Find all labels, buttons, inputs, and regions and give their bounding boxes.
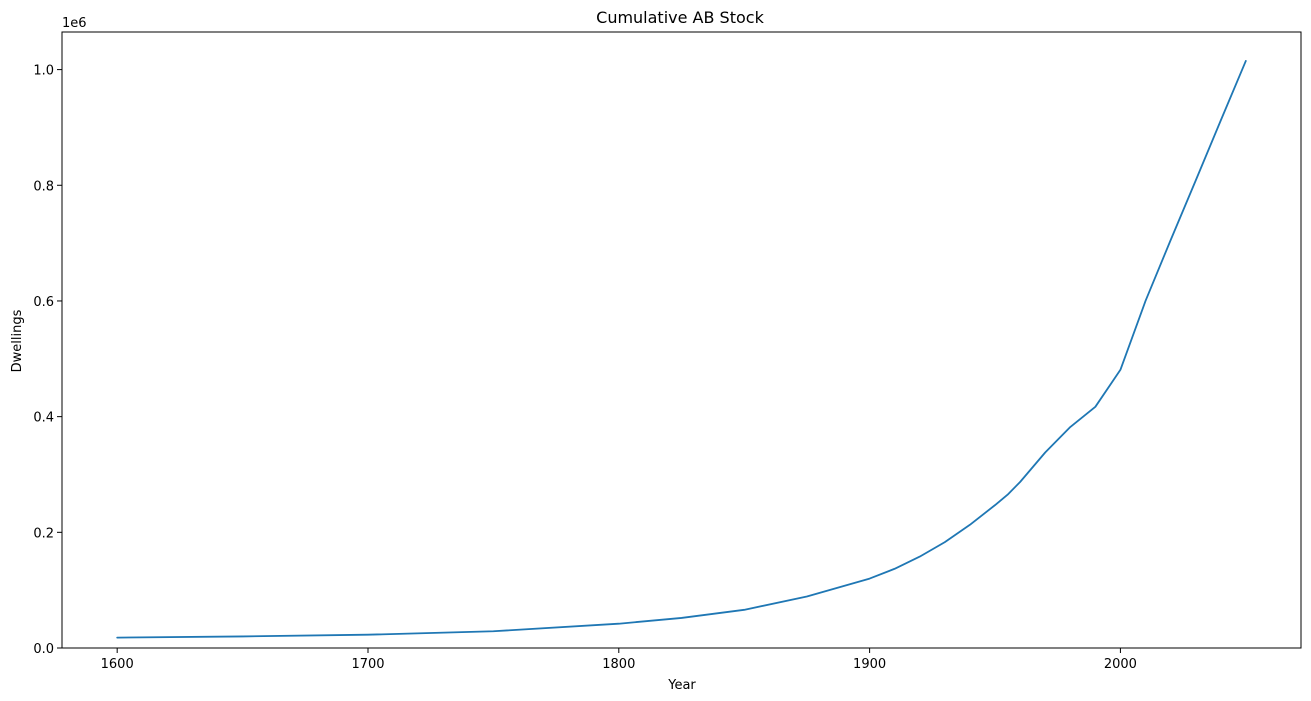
x-tick-label-2: 1800 — [602, 657, 635, 672]
y-axis-offset-label: 1e6 — [62, 16, 87, 31]
x-tick-label-3: 1900 — [853, 657, 886, 672]
x-tick-label-4: 2000 — [1104, 657, 1137, 672]
y-axis-label: Dwellings — [10, 309, 25, 372]
plot-frame — [61, 31, 1302, 649]
y-tick-label-3: 0.6 — [33, 295, 54, 310]
x-axis-label: Year — [667, 678, 696, 693]
x-tick-label-0: 1600 — [101, 657, 134, 672]
series-line-0 — [116, 60, 1247, 639]
plot-area: 1600 1700 1800 1900 2000 0.0 0.2 0.4 0.6 0.8 1.0 — [33, 31, 1302, 672]
y-tick-label-1: 0.2 — [33, 526, 54, 541]
y-tick-label-5: 1.0 — [33, 64, 54, 79]
x-tick-label-1: 1700 — [351, 657, 384, 672]
y-tick-label-4: 0.8 — [33, 179, 54, 194]
chart-title: Cumulative AB Stock — [596, 8, 764, 27]
y-tick-label-0: 0.0 — [33, 642, 54, 657]
y-tick-label-2: 0.4 — [33, 411, 54, 426]
